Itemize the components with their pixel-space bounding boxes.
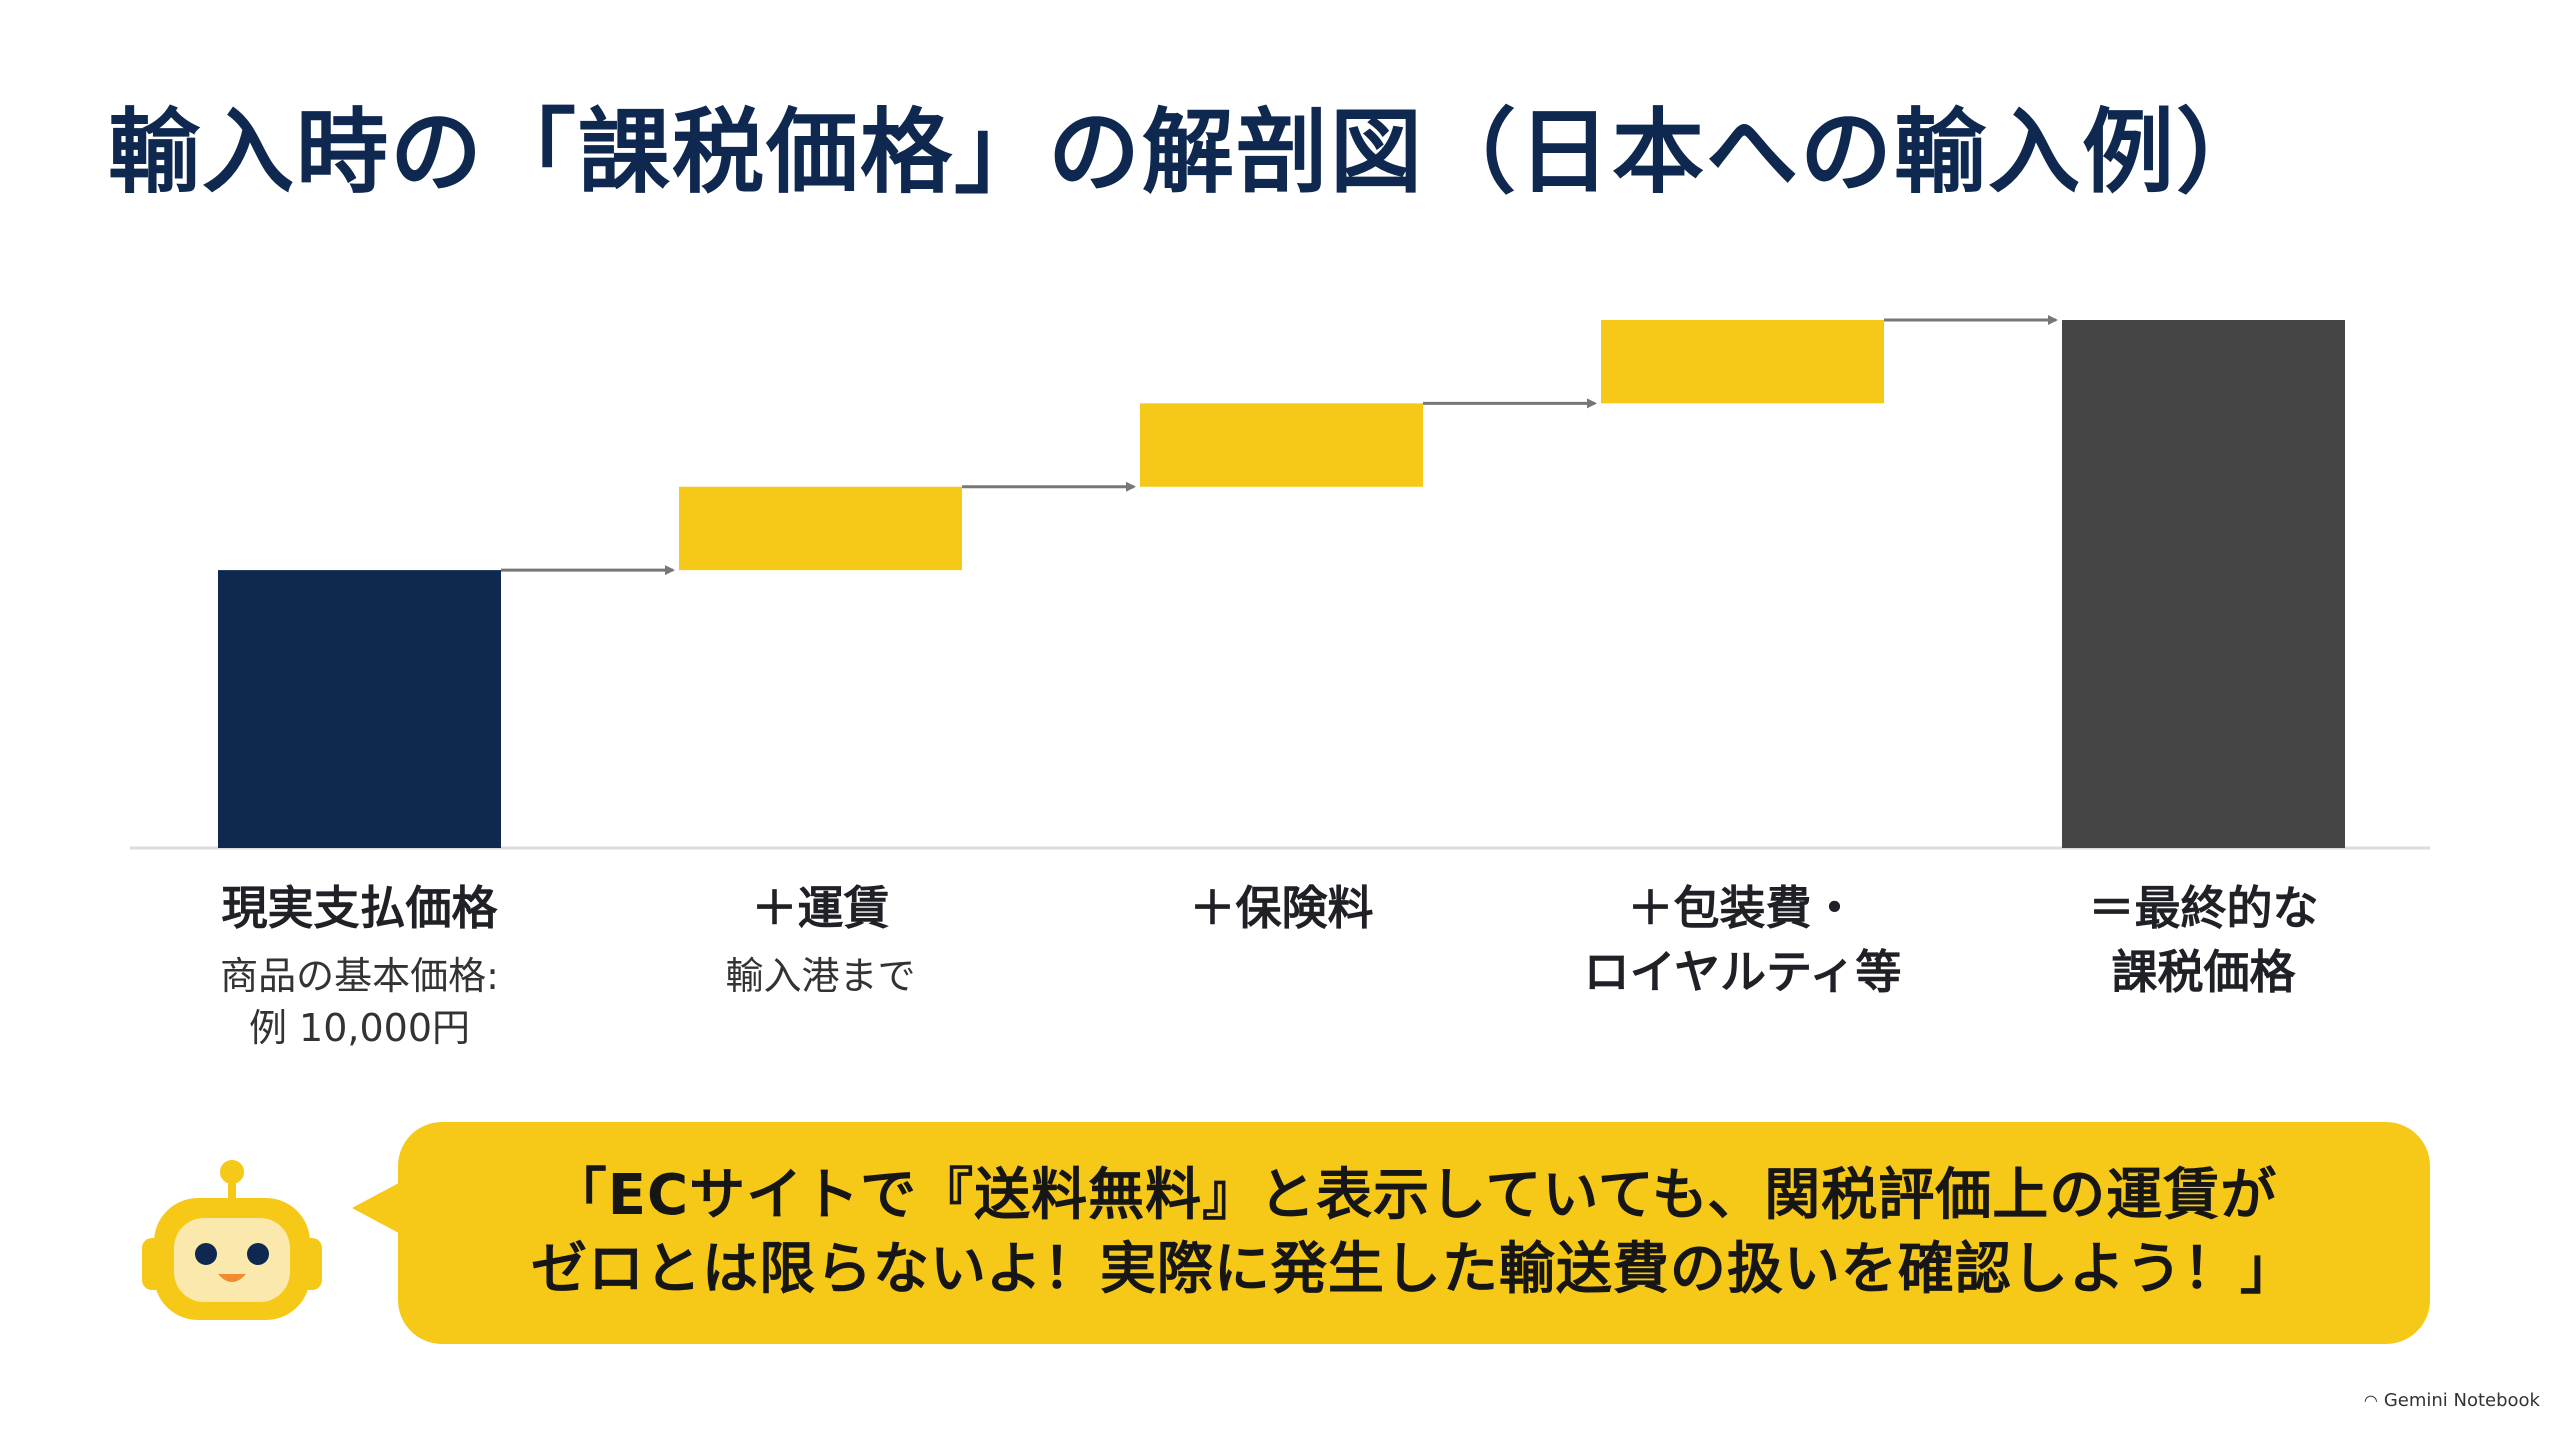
category-label-sub: 輸入港まで (725, 954, 916, 998)
category-label-main: 現実支払価格 (221, 881, 498, 935)
brand-text: Gemini Notebook (2383, 1390, 2540, 1411)
bar-3 (1140, 403, 1423, 487)
bar-5 (2062, 320, 2345, 848)
bar-1 (218, 570, 501, 848)
bar-4 (1601, 320, 1884, 404)
bar-2 (679, 486, 962, 571)
category-label-5: ＝最終的な 課税価格 (1974, 876, 2434, 1004)
brand-watermark: ◠ Gemini Notebook (2364, 1390, 2540, 1411)
category-label-main: ＋包装費・ ロイヤルティ等 (1583, 881, 1902, 999)
category-label-main: ＋保険料 (1189, 881, 1374, 935)
category-label-3: ＋保険料 (1052, 876, 1512, 940)
gemini-logo-icon: ◠ (2363, 1391, 2378, 1410)
robot-icon (142, 1160, 322, 1320)
speech-bubble-text: 「ECサイトで『送料無料』と表示していても、関税評価上の運賃が ゼロとは限らない… (531, 1163, 2297, 1302)
speech-bubble: 「ECサイトで『送料無料』と表示していても、関税評価上の運賃が ゼロとは限らない… (398, 1122, 2430, 1344)
category-label-2: ＋運賃輸入港まで (591, 876, 1051, 1002)
category-label-4: ＋包装費・ ロイヤルティ等 (1513, 876, 1973, 1004)
category-label-main: ＝最終的な 課税価格 (2088, 881, 2319, 999)
category-label-main: ＋運賃 (751, 881, 890, 935)
category-label-1: 現実支払価格商品の基本価格: 例 10,000円 (130, 876, 590, 1054)
page-title: 輸入時の「課税価格」の解剖図（日本への輸入例） (108, 99, 2271, 206)
category-label-sub: 商品の基本価格: 例 10,000円 (220, 954, 499, 1050)
